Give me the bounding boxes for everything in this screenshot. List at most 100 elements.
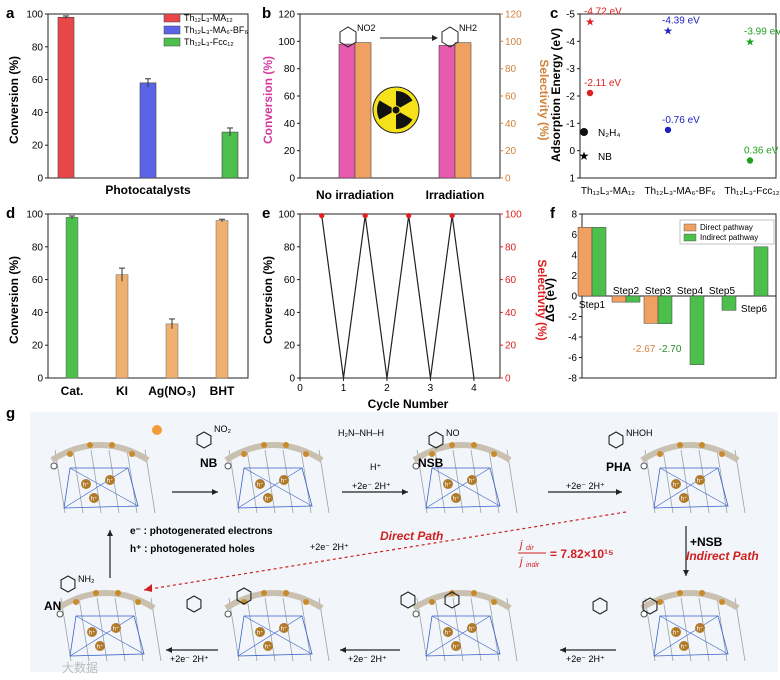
panel-e: e Conversion (%) Selectivity (%) Cycle N… xyxy=(261,205,549,411)
hole-particle xyxy=(671,627,681,637)
electron-particle xyxy=(93,590,99,596)
hole-particle xyxy=(467,623,477,633)
c-nb-value-label: -4.72 eV xyxy=(584,7,622,18)
hole-particle xyxy=(443,627,453,637)
hole-particle-label: h⁺ xyxy=(281,478,288,485)
b-ytick-label: 60 xyxy=(284,92,296,103)
cluster-core-edge xyxy=(63,467,129,509)
panel-letter-e: e xyxy=(262,205,270,222)
d-category-label: Cat. xyxy=(61,384,84,398)
electron-particle xyxy=(261,442,267,448)
cluster-nsb: h⁺h⁺h⁺ xyxy=(412,442,518,514)
f-bar xyxy=(657,295,673,324)
arrow-bottom-2-head xyxy=(340,647,346,653)
arrow-indirect-down-head xyxy=(683,570,689,576)
e-frame xyxy=(299,213,501,379)
f-bar xyxy=(689,295,705,365)
hole-particle xyxy=(279,475,289,485)
bottom-step-1-label: +2e⁻ 2H⁺ xyxy=(170,654,209,664)
b-ytick-right-label: 20 xyxy=(505,146,517,157)
f-step-label: Step6 xyxy=(741,304,768,315)
watermark-text: 大数据 xyxy=(62,660,98,675)
radiation-center xyxy=(392,106,400,114)
b-ytick-right-label: 120 xyxy=(505,10,522,21)
cluster-core-edge xyxy=(431,615,501,655)
e-xtick-label: 3 xyxy=(428,383,434,394)
e-ytick-right-label: 0 xyxy=(505,374,511,385)
b-ytick-right-label: 80 xyxy=(505,64,517,75)
azo-ring-1 xyxy=(592,597,608,615)
electron-particle xyxy=(135,599,141,605)
electron-particle xyxy=(429,451,435,457)
c-ytick-label: 0 xyxy=(569,146,575,157)
hole-particle xyxy=(255,627,265,637)
ratio-value: = 7.82×10¹⁵ xyxy=(550,547,614,561)
b-ytick-label: 100 xyxy=(278,37,295,48)
a-bar xyxy=(57,16,75,179)
electron-particle xyxy=(115,590,121,596)
f-bar xyxy=(721,295,737,311)
an-ring xyxy=(60,575,76,593)
anchor-oxygen xyxy=(56,610,64,618)
f-step-label: Step3 xyxy=(645,286,672,297)
c-category-label: Th₁₂L₃-Fcc₁₂ xyxy=(724,186,779,197)
cluster-core-edge xyxy=(237,615,303,657)
panel-letter-g: g xyxy=(6,405,15,422)
cluster-arc xyxy=(56,590,156,611)
b-bar xyxy=(454,42,472,179)
hole-particle xyxy=(105,475,115,485)
hole-particle xyxy=(451,641,461,651)
anchor-oxygen xyxy=(224,610,232,618)
hole-particle-label: h⁺ xyxy=(265,496,272,503)
e-ytick-label: 100 xyxy=(278,210,295,221)
b-ytick-label: 0 xyxy=(289,174,295,185)
hole-particle xyxy=(95,641,105,651)
b-category-label: Irradiation xyxy=(426,188,485,202)
d-category-label: KI xyxy=(116,384,128,398)
electron-particle xyxy=(657,599,663,605)
d-bar xyxy=(165,323,179,379)
d-ytick-label: 100 xyxy=(26,210,43,221)
cluster-core-edge xyxy=(653,467,719,509)
ratio-jindir: j xyxy=(518,556,523,568)
electron-particle xyxy=(283,590,289,596)
a-legend-label: Th₁₂L₃-Fcc₁₂ xyxy=(184,37,234,47)
b-reaction-arrowhead xyxy=(432,35,438,41)
e-conversion-line xyxy=(321,215,475,379)
panel-letter-a: a xyxy=(6,5,15,22)
electron-particle xyxy=(303,451,309,457)
hole-particle-label: h⁺ xyxy=(697,626,704,633)
electron-particle xyxy=(491,451,497,457)
cluster-strut xyxy=(716,449,728,514)
electron-particle xyxy=(303,599,309,605)
b-ytick-label: 20 xyxy=(284,146,296,157)
electron-particle xyxy=(719,451,725,457)
b-ytick-right-label: 100 xyxy=(505,37,522,48)
hole-particle xyxy=(695,475,705,485)
hole-legend: h⁺ : photogenerated holes xyxy=(130,544,255,555)
a-legend-label: Th₁₂L₃-MA₁₂ xyxy=(184,13,233,23)
radiation-blade xyxy=(396,112,413,129)
c-nb-point: ★ xyxy=(745,37,755,49)
panel-f: f ΔG (eV) -8 -6 -4 -2 0 2 4 6 8 Step1 Step2 Step3 St… xyxy=(543,205,777,385)
e-ytick-label: 20 xyxy=(284,341,296,352)
electron-particle xyxy=(449,590,455,596)
c-ytick-label: -1 xyxy=(566,119,575,130)
e-ytick-right-label: 40 xyxy=(505,308,517,319)
electron-particle xyxy=(73,599,79,605)
cluster-pha: h⁺h⁺h⁺ xyxy=(640,442,746,514)
f-bar xyxy=(591,227,607,297)
hole-particle xyxy=(695,623,705,633)
hydrazo-ring-2 xyxy=(236,587,252,605)
cluster-strut xyxy=(680,597,692,662)
hole-particle xyxy=(255,479,265,489)
c-n2h4-value-label: -0.76 eV xyxy=(662,115,700,126)
electron-particle xyxy=(129,451,135,457)
c-category-label: Th₁₂L₃-MA₁₂ xyxy=(581,186,635,197)
e-ytick-label: 80 xyxy=(284,242,296,253)
f-ytick-label: -4 xyxy=(568,333,577,344)
a-ytick-label: 80 xyxy=(32,42,44,53)
c-legend-star-icon: ★ xyxy=(579,149,590,163)
f-step-label: Step2 xyxy=(613,286,640,297)
panel-d: d Conversion (%) 0 20 40 60 80 100 Cat. KI Ag(NO… xyxy=(6,205,249,398)
